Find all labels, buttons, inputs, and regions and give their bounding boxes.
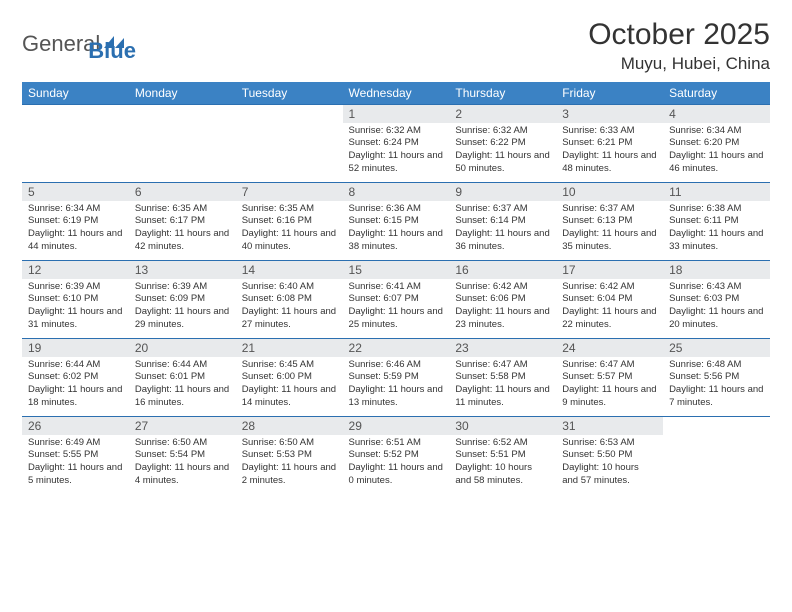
date-data-cell: Sunrise: 6:43 AMSunset: 6:03 PMDaylight:… <box>663 279 770 339</box>
date-data-cell: Sunrise: 6:35 AMSunset: 6:17 PMDaylight:… <box>129 201 236 261</box>
date-number-cell: 30 <box>449 417 556 435</box>
date-number-cell: 28 <box>236 417 343 435</box>
date-number-cell: 10 <box>556 183 663 201</box>
day-header: Friday <box>556 82 663 105</box>
date-data-cell <box>236 123 343 183</box>
date-number-row: 1234 <box>22 105 770 123</box>
page-title: October 2025 <box>588 18 770 52</box>
date-number-cell: 27 <box>129 417 236 435</box>
date-data-cell: Sunrise: 6:52 AMSunset: 5:51 PMDaylight:… <box>449 435 556 495</box>
date-data-cell: Sunrise: 6:51 AMSunset: 5:52 PMDaylight:… <box>343 435 450 495</box>
date-number-cell <box>22 105 129 123</box>
date-number-cell: 2 <box>449 105 556 123</box>
date-data-cell: Sunrise: 6:48 AMSunset: 5:56 PMDaylight:… <box>663 357 770 417</box>
date-data-row: Sunrise: 6:39 AMSunset: 6:10 PMDaylight:… <box>22 279 770 339</box>
date-number-cell: 25 <box>663 339 770 357</box>
date-data-cell <box>129 123 236 183</box>
date-data-cell: Sunrise: 6:50 AMSunset: 5:53 PMDaylight:… <box>236 435 343 495</box>
date-data-cell: Sunrise: 6:49 AMSunset: 5:55 PMDaylight:… <box>22 435 129 495</box>
day-header: Saturday <box>663 82 770 105</box>
date-number-cell: 15 <box>343 261 450 279</box>
date-data-cell: Sunrise: 6:50 AMSunset: 5:54 PMDaylight:… <box>129 435 236 495</box>
date-number-cell: 1 <box>343 105 450 123</box>
date-data-row: Sunrise: 6:32 AMSunset: 6:24 PMDaylight:… <box>22 123 770 183</box>
date-data-cell: Sunrise: 6:42 AMSunset: 6:04 PMDaylight:… <box>556 279 663 339</box>
logo: General Blue <box>22 24 136 64</box>
date-data-cell: Sunrise: 6:39 AMSunset: 6:10 PMDaylight:… <box>22 279 129 339</box>
date-data-cell: Sunrise: 6:32 AMSunset: 6:22 PMDaylight:… <box>449 123 556 183</box>
date-data-row: Sunrise: 6:34 AMSunset: 6:19 PMDaylight:… <box>22 201 770 261</box>
date-data-row: Sunrise: 6:49 AMSunset: 5:55 PMDaylight:… <box>22 435 770 495</box>
date-number-cell <box>236 105 343 123</box>
date-number-cell: 21 <box>236 339 343 357</box>
date-number-cell: 3 <box>556 105 663 123</box>
date-number-cell <box>129 105 236 123</box>
header: General Blue October 2025 Muyu, Hubei, C… <box>22 18 770 74</box>
date-data-cell: Sunrise: 6:35 AMSunset: 6:16 PMDaylight:… <box>236 201 343 261</box>
date-data-cell: Sunrise: 6:34 AMSunset: 6:20 PMDaylight:… <box>663 123 770 183</box>
date-number-cell: 5 <box>22 183 129 201</box>
date-number-cell: 4 <box>663 105 770 123</box>
date-number-cell: 12 <box>22 261 129 279</box>
date-number-cell: 6 <box>129 183 236 201</box>
date-number-cell: 20 <box>129 339 236 357</box>
date-data-cell: Sunrise: 6:41 AMSunset: 6:07 PMDaylight:… <box>343 279 450 339</box>
day-header: Sunday <box>22 82 129 105</box>
date-number-cell: 19 <box>22 339 129 357</box>
day-header: Wednesday <box>343 82 450 105</box>
date-data-cell: Sunrise: 6:40 AMSunset: 6:08 PMDaylight:… <box>236 279 343 339</box>
date-data-cell: Sunrise: 6:47 AMSunset: 5:57 PMDaylight:… <box>556 357 663 417</box>
date-data-cell: Sunrise: 6:47 AMSunset: 5:58 PMDaylight:… <box>449 357 556 417</box>
date-data-cell: Sunrise: 6:42 AMSunset: 6:06 PMDaylight:… <box>449 279 556 339</box>
date-number-cell: 17 <box>556 261 663 279</box>
date-data-cell: Sunrise: 6:53 AMSunset: 5:50 PMDaylight:… <box>556 435 663 495</box>
date-number-cell: 23 <box>449 339 556 357</box>
date-data-cell: Sunrise: 6:37 AMSunset: 6:14 PMDaylight:… <box>449 201 556 261</box>
day-header: Tuesday <box>236 82 343 105</box>
date-number-cell: 29 <box>343 417 450 435</box>
date-data-cell: Sunrise: 6:36 AMSunset: 6:15 PMDaylight:… <box>343 201 450 261</box>
day-header: Monday <box>129 82 236 105</box>
date-data-cell: Sunrise: 6:34 AMSunset: 6:19 PMDaylight:… <box>22 201 129 261</box>
calendar-table: SundayMondayTuesdayWednesdayThursdayFrid… <box>22 82 770 495</box>
location: Muyu, Hubei, China <box>588 54 770 74</box>
date-number-row: 12131415161718 <box>22 261 770 279</box>
date-number-cell: 31 <box>556 417 663 435</box>
date-number-cell: 26 <box>22 417 129 435</box>
date-number-cell: 18 <box>663 261 770 279</box>
date-data-row: Sunrise: 6:44 AMSunset: 6:02 PMDaylight:… <box>22 357 770 417</box>
date-number-row: 19202122232425 <box>22 339 770 357</box>
date-data-cell: Sunrise: 6:44 AMSunset: 6:01 PMDaylight:… <box>129 357 236 417</box>
date-data-cell: Sunrise: 6:37 AMSunset: 6:13 PMDaylight:… <box>556 201 663 261</box>
day-header-row: SundayMondayTuesdayWednesdayThursdayFrid… <box>22 82 770 105</box>
date-number-cell: 7 <box>236 183 343 201</box>
date-data-cell: Sunrise: 6:33 AMSunset: 6:21 PMDaylight:… <box>556 123 663 183</box>
date-data-cell: Sunrise: 6:44 AMSunset: 6:02 PMDaylight:… <box>22 357 129 417</box>
date-number-cell: 14 <box>236 261 343 279</box>
day-header: Thursday <box>449 82 556 105</box>
date-data-cell: Sunrise: 6:32 AMSunset: 6:24 PMDaylight:… <box>343 123 450 183</box>
date-number-cell: 8 <box>343 183 450 201</box>
date-data-cell: Sunrise: 6:46 AMSunset: 5:59 PMDaylight:… <box>343 357 450 417</box>
date-number-cell: 13 <box>129 261 236 279</box>
date-data-cell: Sunrise: 6:45 AMSunset: 6:00 PMDaylight:… <box>236 357 343 417</box>
calendar-body: 1234Sunrise: 6:32 AMSunset: 6:24 PMDayli… <box>22 105 770 495</box>
date-number-cell: 16 <box>449 261 556 279</box>
date-data-cell: Sunrise: 6:38 AMSunset: 6:11 PMDaylight:… <box>663 201 770 261</box>
logo-text-2: Blue <box>88 38 136 63</box>
date-number-cell: 24 <box>556 339 663 357</box>
date-data-cell: Sunrise: 6:39 AMSunset: 6:09 PMDaylight:… <box>129 279 236 339</box>
date-number-cell: 9 <box>449 183 556 201</box>
date-number-row: 262728293031 <box>22 417 770 435</box>
date-number-cell: 11 <box>663 183 770 201</box>
date-data-cell <box>22 123 129 183</box>
date-data-cell <box>663 435 770 495</box>
date-number-row: 567891011 <box>22 183 770 201</box>
date-number-cell <box>663 417 770 435</box>
title-block: October 2025 Muyu, Hubei, China <box>588 18 770 74</box>
date-number-cell: 22 <box>343 339 450 357</box>
